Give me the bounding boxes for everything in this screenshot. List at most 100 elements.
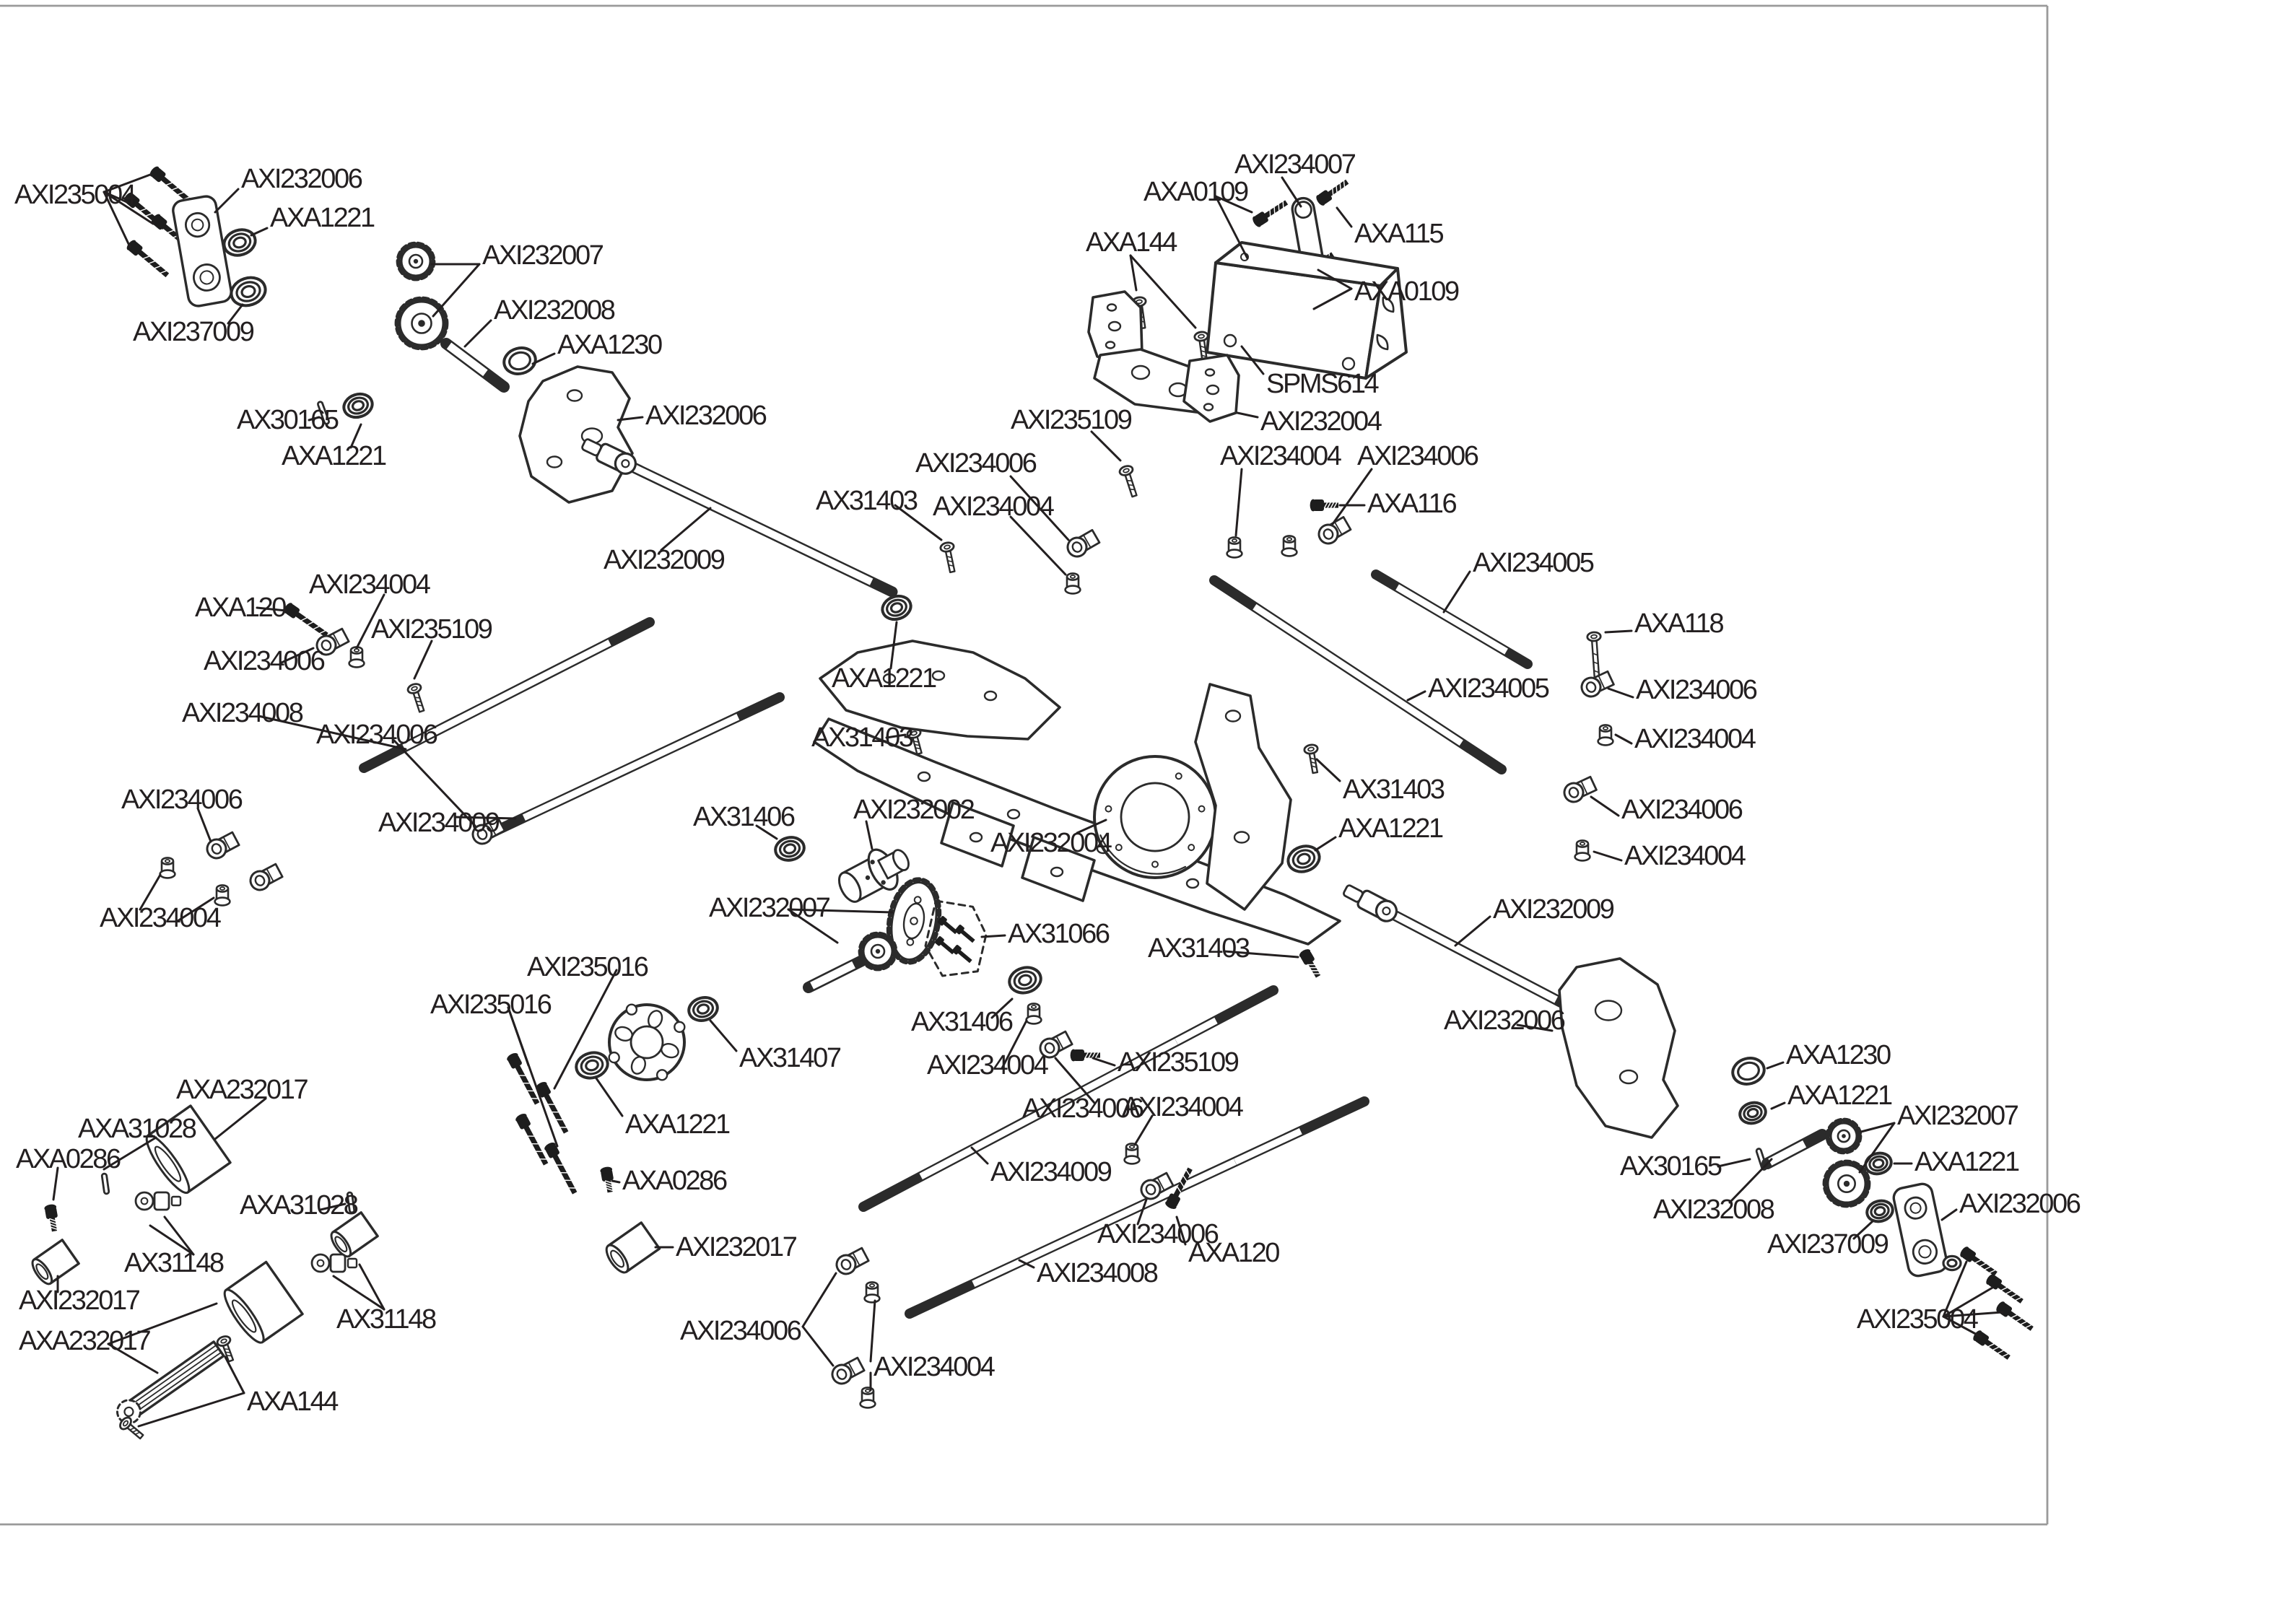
diff-pumpkin — [1093, 755, 1217, 879]
steering-drag-link — [477, 692, 785, 842]
gearbox-cover-plate — [172, 195, 232, 307]
part-label: AXI232002 — [853, 795, 975, 825]
ball-bushing — [1123, 1143, 1141, 1165]
part-label: AXA1221 — [1914, 1147, 2019, 1177]
thrust-bearing — [774, 836, 806, 862]
part-label: AXA1221 — [282, 441, 386, 471]
cross-pin — [100, 1172, 110, 1195]
part-label: AXI232017 — [676, 1232, 797, 1262]
part-label: AXI234006 — [1636, 675, 1757, 705]
panhard-rod — [858, 985, 1278, 1212]
part-label: AXI234004 — [933, 492, 1055, 522]
part-label: AXI232017 — [19, 1285, 140, 1316]
rod-end — [1140, 1171, 1175, 1200]
cap-screw — [515, 1113, 549, 1166]
part-label: AXA120 — [195, 593, 286, 623]
part-label: AXA31028 — [78, 1114, 196, 1144]
rod-end — [1563, 775, 1598, 803]
part-label: AXI234006 — [1357, 441, 1478, 471]
universal-joint — [310, 1253, 358, 1273]
part-label: AXI234006 — [204, 646, 325, 676]
part-label: AXI234006 — [1022, 1093, 1143, 1124]
part-label: AX30165 — [237, 405, 339, 435]
ball-bushing — [1597, 724, 1614, 746]
part-label: AXI235016 — [430, 990, 552, 1020]
threaded-shaft — [440, 338, 510, 393]
dowel-pin — [317, 401, 330, 425]
part-label: AXI234005 — [1428, 673, 1549, 704]
rod-end — [315, 627, 350, 656]
part-label: AXA0286 — [16, 1144, 121, 1174]
part-label: AXI232006 — [645, 401, 767, 431]
bearing — [687, 996, 719, 1022]
ball-bushing — [863, 1281, 881, 1304]
cap-screw — [1960, 1247, 1998, 1276]
wheel-coupler-tube — [223, 1260, 304, 1344]
part-label: AXI234004 — [100, 903, 222, 933]
seal-ring — [1731, 1057, 1766, 1086]
knuckle-arm — [1194, 683, 1292, 911]
labels-layer: AXI235004 AXI232006 AXA1221 AXI232007 AXI232… — [14, 149, 2082, 1417]
part-label: AXA1230 — [1786, 1040, 1891, 1070]
part-label: AXI234006 — [915, 448, 1037, 479]
long-screw — [1586, 631, 1602, 685]
ball-bushing — [348, 646, 365, 668]
flat-screw — [119, 1416, 144, 1440]
axle-flange — [1021, 836, 1096, 902]
button-screw — [1070, 1049, 1100, 1062]
bevel-pinion-gear — [396, 241, 436, 281]
rod-end — [1580, 670, 1615, 698]
part-label: AXA0109 — [1143, 177, 1248, 207]
rod-end — [206, 831, 240, 860]
diff-screw-set — [924, 899, 988, 977]
part-label: AXA0286 — [622, 1166, 727, 1196]
part-label: AXI237009 — [1767, 1229, 1889, 1260]
part-label: AX30165 — [1620, 1151, 1722, 1182]
part-label: AXI232007 — [482, 240, 604, 271]
part-label: AXI234004 — [1122, 1092, 1244, 1122]
part-label: AXI232008 — [1653, 1195, 1774, 1225]
cap-screw — [126, 240, 170, 278]
drive-coupler — [605, 1221, 661, 1274]
flat-screw — [906, 728, 923, 756]
part-label: AXA232017 — [176, 1075, 308, 1105]
part-label: AXA1230 — [557, 330, 662, 360]
leader-lines — [52, 173, 2004, 1428]
part-label: AX31403 — [811, 722, 913, 753]
rear-driveshaft — [1343, 884, 1582, 1016]
rod-end — [835, 1247, 870, 1275]
part-label: AXI234008 — [1037, 1258, 1158, 1288]
cross-pin — [346, 1191, 356, 1214]
axle-housing-beam — [813, 717, 1341, 946]
part-label: AXI234006 — [1097, 1219, 1219, 1249]
part-label: AX31406 — [911, 1007, 1013, 1037]
part-label: AXI232009 — [604, 545, 725, 575]
part-label: AXI235004 — [1857, 1304, 1979, 1335]
servo-mount-bracket — [1087, 290, 1143, 365]
part-label: AX31403 — [1148, 933, 1250, 964]
part-label: AXA144 — [247, 1387, 339, 1417]
long-screw — [284, 603, 328, 637]
ball-bushing — [159, 857, 176, 879]
ball-bushing — [1025, 1003, 1042, 1025]
parts-layer — [31, 166, 2034, 1440]
part-label: AXI232004 — [1260, 406, 1382, 437]
part-label: AXI237009 — [133, 317, 254, 347]
flat-screw — [1303, 743, 1319, 774]
steering-link — [1209, 575, 1507, 774]
part-label: AXI232008 — [494, 295, 615, 326]
part-label: AXA1221 — [625, 1109, 730, 1140]
rod-end — [831, 1356, 866, 1385]
cap-screw — [1316, 179, 1349, 206]
bearing — [1738, 1101, 1767, 1125]
washer — [1942, 1254, 1962, 1272]
part-label: AXI234009 — [990, 1157, 1112, 1187]
part-label: AXI234004 — [927, 1050, 1049, 1081]
part-label: AXI235109 — [1011, 405, 1132, 435]
ball-bushing — [859, 1387, 876, 1409]
part-label: AXI234008 — [182, 698, 303, 728]
ball-bushing — [1226, 536, 1243, 559]
part-label: AXI234004 — [1624, 841, 1746, 871]
bevel-pinion-gear — [1825, 1117, 1863, 1155]
